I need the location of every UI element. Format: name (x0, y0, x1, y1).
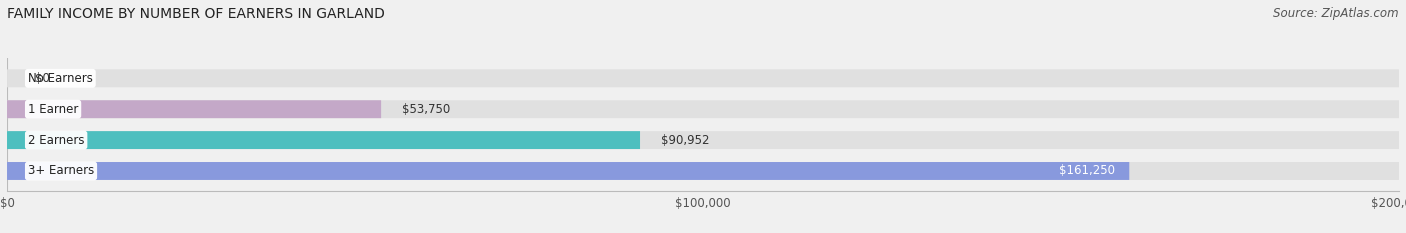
Text: 2 Earners: 2 Earners (28, 134, 84, 147)
FancyBboxPatch shape (7, 131, 640, 149)
FancyBboxPatch shape (7, 162, 1129, 180)
Text: $161,250: $161,250 (1059, 164, 1115, 178)
FancyBboxPatch shape (7, 100, 381, 118)
Text: Source: ZipAtlas.com: Source: ZipAtlas.com (1274, 7, 1399, 20)
Text: 3+ Earners: 3+ Earners (28, 164, 94, 178)
FancyBboxPatch shape (7, 162, 1399, 180)
FancyBboxPatch shape (7, 69, 1399, 87)
Text: 1 Earner: 1 Earner (28, 103, 79, 116)
Text: $53,750: $53,750 (402, 103, 450, 116)
FancyBboxPatch shape (7, 100, 1399, 118)
FancyBboxPatch shape (7, 131, 1399, 149)
Text: FAMILY INCOME BY NUMBER OF EARNERS IN GARLAND: FAMILY INCOME BY NUMBER OF EARNERS IN GA… (7, 7, 385, 21)
Text: No Earners: No Earners (28, 72, 93, 85)
Text: $0: $0 (35, 72, 49, 85)
Text: $90,952: $90,952 (661, 134, 710, 147)
